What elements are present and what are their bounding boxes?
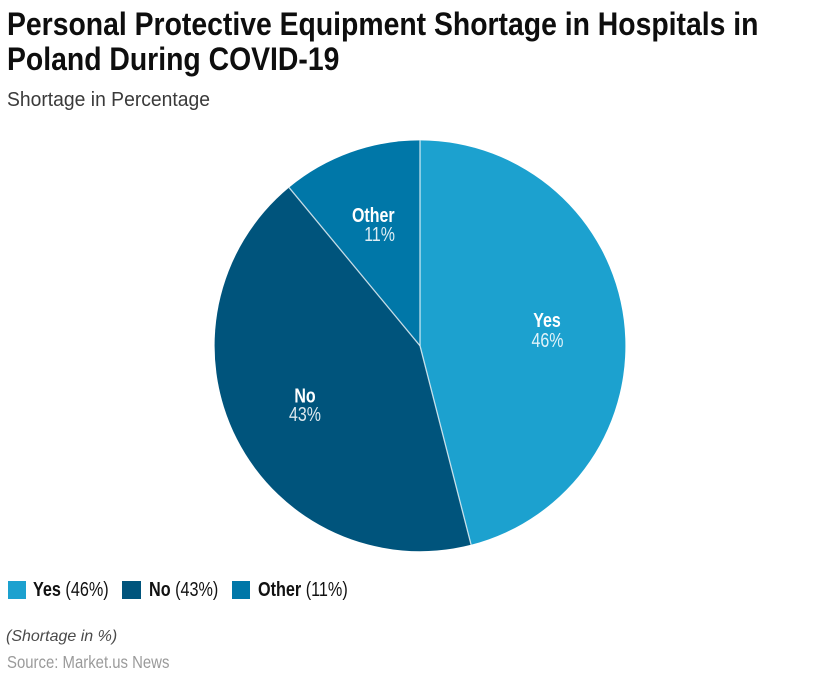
svg-text:46%: 46% — [532, 328, 564, 351]
svg-text:Other: Other — [352, 203, 395, 226]
svg-text:No: No — [294, 384, 315, 407]
svg-text:11%: 11% — [364, 222, 395, 245]
svg-text:43%: 43% — [289, 402, 321, 425]
svg-text:Yes: Yes — [533, 308, 561, 331]
